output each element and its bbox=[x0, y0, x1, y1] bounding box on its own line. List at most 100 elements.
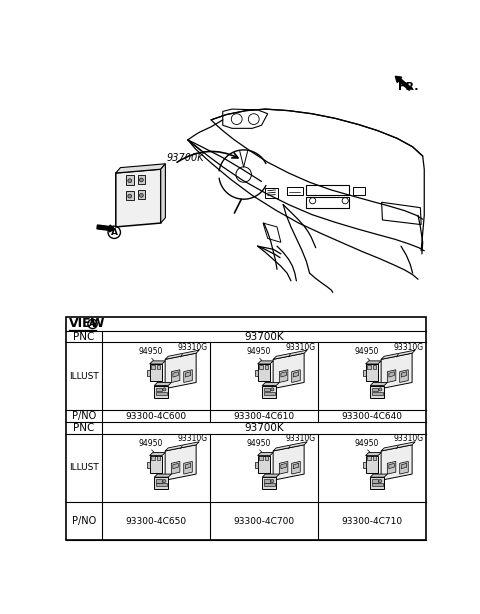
Polygon shape bbox=[173, 464, 178, 468]
Bar bbox=[353, 187, 365, 195]
Bar bbox=[264, 480, 270, 483]
Bar bbox=[262, 477, 276, 489]
Polygon shape bbox=[292, 370, 300, 383]
Text: FR.: FR. bbox=[397, 82, 418, 92]
Bar bbox=[259, 365, 263, 368]
Polygon shape bbox=[165, 445, 196, 480]
Polygon shape bbox=[293, 464, 299, 468]
Polygon shape bbox=[154, 383, 171, 386]
Polygon shape bbox=[146, 370, 150, 376]
Bar bbox=[366, 364, 378, 381]
Polygon shape bbox=[366, 453, 381, 456]
Bar bbox=[126, 176, 133, 185]
Bar bbox=[259, 456, 263, 460]
FancyArrow shape bbox=[396, 76, 411, 90]
Text: A: A bbox=[89, 319, 96, 328]
Text: 93300-4C610: 93300-4C610 bbox=[233, 412, 294, 421]
Polygon shape bbox=[116, 169, 161, 227]
Text: 93310G: 93310G bbox=[286, 434, 316, 443]
Text: 93300-4C650: 93300-4C650 bbox=[125, 516, 186, 526]
Bar bbox=[306, 185, 349, 195]
Bar bbox=[367, 365, 371, 368]
Polygon shape bbox=[381, 350, 415, 359]
Polygon shape bbox=[389, 464, 394, 468]
Polygon shape bbox=[258, 453, 273, 456]
Text: P/NO: P/NO bbox=[72, 516, 96, 526]
Bar bbox=[265, 188, 278, 198]
Bar bbox=[370, 477, 384, 489]
Text: 93310G: 93310G bbox=[394, 434, 424, 443]
Bar bbox=[156, 392, 167, 395]
Text: 93300-4C710: 93300-4C710 bbox=[341, 516, 402, 526]
Bar bbox=[370, 386, 384, 398]
Bar bbox=[372, 480, 378, 483]
Polygon shape bbox=[366, 361, 381, 364]
Polygon shape bbox=[387, 370, 396, 383]
Bar bbox=[372, 456, 376, 460]
Bar bbox=[151, 365, 155, 368]
Text: 93700K: 93700K bbox=[244, 423, 284, 433]
Bar bbox=[372, 365, 376, 368]
Bar bbox=[258, 456, 270, 473]
Text: 94950: 94950 bbox=[247, 439, 271, 448]
Polygon shape bbox=[362, 462, 366, 468]
Text: 93310G: 93310G bbox=[286, 343, 316, 352]
Polygon shape bbox=[293, 371, 299, 377]
Text: ILLUST: ILLUST bbox=[69, 372, 99, 381]
Polygon shape bbox=[279, 370, 288, 383]
Bar bbox=[264, 365, 268, 368]
Polygon shape bbox=[389, 371, 394, 377]
Text: A: A bbox=[111, 228, 118, 237]
Text: PNC: PNC bbox=[73, 423, 95, 433]
Polygon shape bbox=[258, 361, 273, 364]
Polygon shape bbox=[387, 461, 396, 474]
Text: ILLUST: ILLUST bbox=[69, 464, 99, 472]
Text: 93300-4C600: 93300-4C600 bbox=[125, 412, 186, 421]
Bar bbox=[151, 456, 155, 460]
Bar bbox=[137, 174, 145, 184]
Polygon shape bbox=[171, 461, 180, 474]
Bar bbox=[150, 456, 162, 473]
Bar bbox=[154, 477, 168, 489]
Circle shape bbox=[139, 193, 144, 197]
Polygon shape bbox=[401, 371, 407, 377]
Polygon shape bbox=[401, 464, 407, 468]
Polygon shape bbox=[185, 464, 191, 468]
Polygon shape bbox=[273, 445, 304, 480]
Polygon shape bbox=[150, 453, 165, 456]
Bar bbox=[264, 483, 275, 486]
Bar bbox=[156, 365, 160, 368]
Polygon shape bbox=[273, 441, 307, 451]
Bar bbox=[372, 388, 378, 391]
Bar bbox=[150, 364, 162, 381]
Polygon shape bbox=[292, 461, 300, 474]
Polygon shape bbox=[273, 350, 307, 359]
Bar bbox=[262, 386, 276, 398]
Circle shape bbox=[163, 480, 166, 483]
Polygon shape bbox=[262, 383, 279, 386]
FancyArrow shape bbox=[97, 225, 115, 232]
Polygon shape bbox=[154, 474, 171, 477]
Text: 94950: 94950 bbox=[355, 439, 379, 448]
Text: 94950: 94950 bbox=[139, 439, 163, 448]
Bar bbox=[372, 483, 383, 486]
Circle shape bbox=[271, 480, 274, 483]
Polygon shape bbox=[116, 164, 166, 173]
Polygon shape bbox=[281, 371, 286, 377]
Text: 93700K: 93700K bbox=[244, 332, 284, 341]
Bar bbox=[264, 392, 275, 395]
Bar bbox=[258, 364, 270, 381]
Text: 93700K: 93700K bbox=[167, 153, 204, 163]
Bar bbox=[154, 386, 168, 398]
Bar bbox=[137, 190, 145, 199]
Polygon shape bbox=[165, 353, 196, 389]
Polygon shape bbox=[370, 383, 387, 386]
Bar bbox=[66, 317, 426, 540]
Text: P/NO: P/NO bbox=[72, 411, 96, 421]
Polygon shape bbox=[150, 361, 165, 364]
Bar bbox=[264, 388, 270, 391]
Bar bbox=[372, 392, 383, 395]
Text: 94950: 94950 bbox=[355, 348, 379, 356]
Text: 93310G: 93310G bbox=[178, 434, 208, 443]
Polygon shape bbox=[262, 474, 279, 477]
